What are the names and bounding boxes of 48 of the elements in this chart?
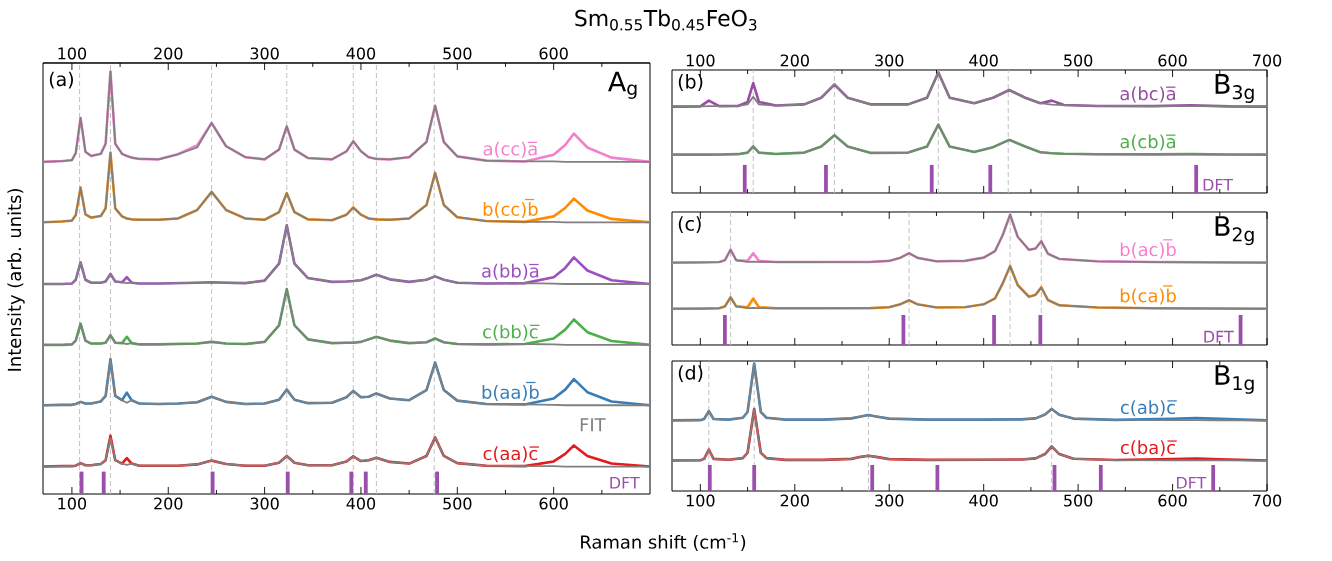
series-label: b(ca)b̅ <box>1120 285 1176 305</box>
x-tick-label: 400 <box>969 494 998 507</box>
x-tick-label: 300 <box>875 494 904 507</box>
x-tick-label: 200 <box>780 54 809 67</box>
series-label: DFT <box>1204 330 1234 343</box>
series-label: c(bb)c̅ <box>483 324 540 341</box>
x-tick-label: 500 <box>1064 54 1093 67</box>
annotation: (a) <box>49 71 73 89</box>
series-label: a(cc)a̅ <box>483 141 538 158</box>
annotation: B$_{2g}$ <box>1215 216 1254 246</box>
x-tick-label: 400 <box>969 54 998 67</box>
y-axis-title: Intensity (arb. units) <box>7 189 25 371</box>
series-label: c(aa)c̅ <box>483 446 539 463</box>
x-tick-label: 200 <box>154 497 183 510</box>
x-tick-label: 300 <box>250 497 279 510</box>
x-tick-label: 500 <box>443 497 472 510</box>
series-label: DFT <box>1176 476 1207 489</box>
x-tick-label: 700 <box>1253 494 1282 507</box>
x-tick-label: 700 <box>1253 54 1282 67</box>
series-label: b(aa)b̅ <box>482 381 539 402</box>
x-tick-label: 600 <box>1158 494 1187 507</box>
annotation: A$_{g}$ <box>608 71 637 99</box>
x-tick-label: 100 <box>686 54 715 67</box>
x-tick-label: 600 <box>539 497 568 510</box>
annotation: (c) <box>678 216 701 234</box>
x-tick-label: 600 <box>1158 54 1187 67</box>
series-label: a(cb)a̅ <box>1120 134 1176 151</box>
series-label: c(ba)c̅ <box>1120 440 1177 457</box>
x-tick-label: 200 <box>780 494 809 507</box>
chart-title: Sm$_{0.55}$Tb$_{0.45}$FeO$_{3}$ <box>575 9 757 31</box>
series-label: b(cc)b̅ <box>483 198 538 219</box>
annotation: (d) <box>678 365 703 383</box>
series-label: FIT <box>580 418 606 432</box>
series-label: c(ab)c̅ <box>1120 400 1177 417</box>
x-tick-label: 100 <box>686 494 715 507</box>
annotation: (b) <box>678 74 703 91</box>
x-tick-label: 100 <box>58 497 87 510</box>
series-label: b(ac)b̅ <box>1120 239 1176 259</box>
series-label: a(bb)a̅ <box>482 263 539 280</box>
x-axis-title: Raman shift (cm$^{-1}$) <box>581 533 746 551</box>
x-tick-label: 500 <box>1064 494 1093 507</box>
series-label: a(bc)a̅ <box>1120 86 1176 103</box>
x-tick-label: 300 <box>875 54 904 67</box>
annotation: B$_{3g}$ <box>1215 74 1254 104</box>
text: DFT <box>610 476 640 489</box>
annotation: B$_{1g}$ <box>1215 365 1254 394</box>
series-label: DFT <box>1203 178 1234 191</box>
x-tick-label: 400 <box>346 497 376 510</box>
